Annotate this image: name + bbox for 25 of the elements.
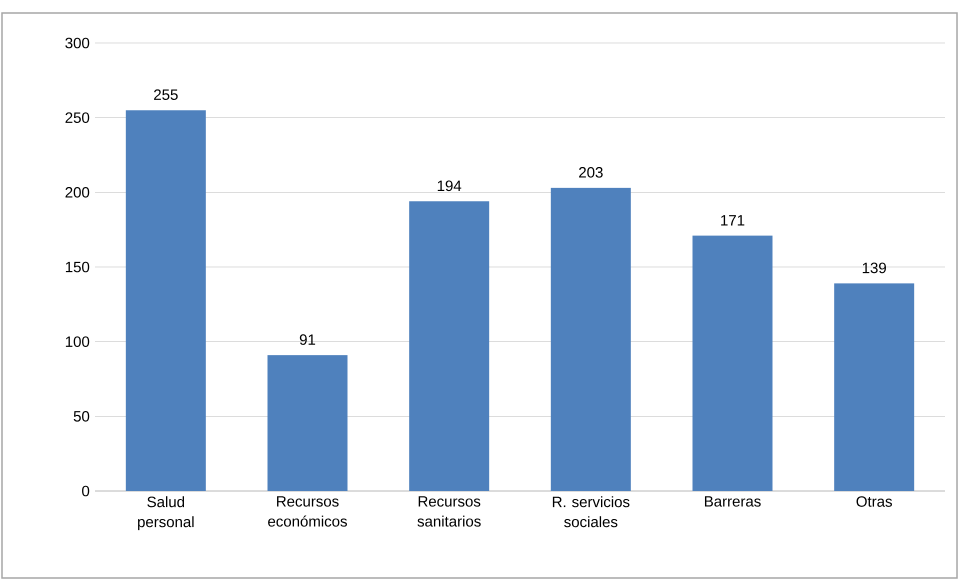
data-label: 91 bbox=[300, 334, 316, 345]
data-label: 255 bbox=[154, 89, 178, 100]
y-tick-label: 100 bbox=[66, 336, 90, 347]
y-tick-label: 50 bbox=[74, 411, 90, 422]
x-tick-label: Barreras bbox=[704, 496, 761, 507]
bar bbox=[550, 188, 631, 491]
x-tick-label: Recursos sanitarios bbox=[417, 496, 481, 527]
bar bbox=[834, 283, 914, 491]
x-tick-label: Salud personal bbox=[138, 496, 194, 530]
data-label: 194 bbox=[438, 180, 462, 192]
y-tick-label: 150 bbox=[66, 262, 90, 272]
bar bbox=[268, 355, 348, 491]
bar bbox=[126, 110, 206, 491]
x-tick-label: R. servicios sociales bbox=[552, 496, 630, 528]
x-tick-label: Recursos económicos bbox=[268, 496, 347, 527]
y-tick-label: 300 bbox=[65, 38, 90, 48]
data-label: 203 bbox=[579, 167, 603, 178]
x-tick-label: Otras bbox=[856, 496, 892, 507]
bar bbox=[409, 201, 490, 491]
y-tick-label: 250 bbox=[66, 112, 90, 123]
data-label: 139 bbox=[862, 262, 886, 274]
bar bbox=[692, 236, 772, 491]
y-tick-label: 200 bbox=[66, 187, 90, 198]
y-tick-label: 0 bbox=[82, 486, 90, 496]
data-label: 171 bbox=[721, 215, 744, 226]
